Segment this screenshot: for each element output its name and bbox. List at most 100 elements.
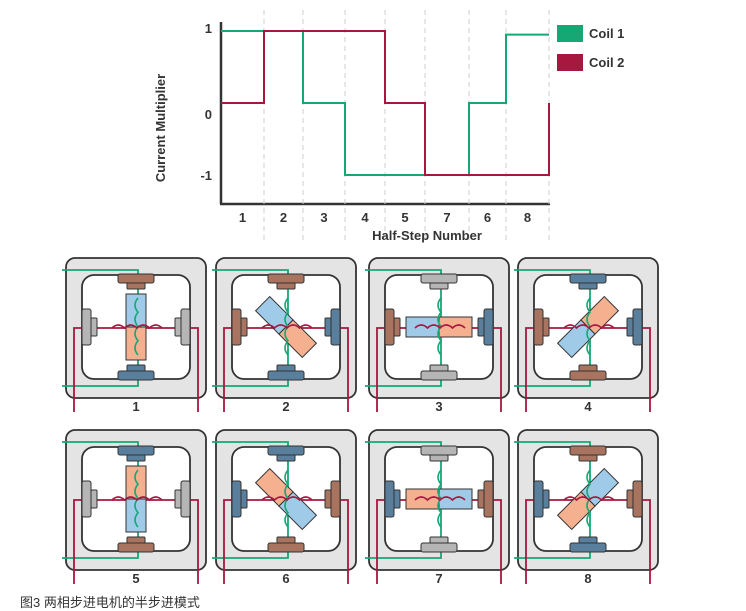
y-tick-label: -1 xyxy=(200,168,212,183)
coil-winding xyxy=(414,324,466,330)
x-tick-label: 4 xyxy=(361,210,369,225)
panel-label: 4 xyxy=(584,399,592,414)
stator-pole xyxy=(420,445,458,462)
pole-tip xyxy=(324,317,332,337)
rotor xyxy=(405,488,473,510)
y-tick-label: 0 xyxy=(205,107,212,122)
pole-tip xyxy=(324,489,332,509)
pole-shoe xyxy=(180,308,191,346)
pole-tip xyxy=(578,282,598,290)
pole-tip xyxy=(276,454,296,462)
series-line-coil-2 xyxy=(221,30,550,176)
legend-swatch xyxy=(557,25,583,42)
x-tick-label: 7 xyxy=(443,210,450,225)
pole-tip xyxy=(393,489,401,509)
pole-tip xyxy=(174,317,182,337)
panel-label: 1 xyxy=(132,399,139,414)
pole-shoe xyxy=(180,480,191,518)
x-tick-label: 2 xyxy=(280,210,287,225)
x-tick-label: 1 xyxy=(239,210,246,225)
pole-tip xyxy=(174,489,182,509)
pole-tip xyxy=(126,364,146,372)
pole-shoe xyxy=(632,480,643,518)
pole-shoe xyxy=(330,308,341,346)
pole-shoe xyxy=(384,480,395,518)
pole-shoe xyxy=(81,308,92,346)
rotor-orange-end xyxy=(438,316,473,338)
stator-pole xyxy=(384,308,401,346)
y-tick-label: 1 xyxy=(205,21,212,36)
pole-tip xyxy=(429,536,449,544)
coil-winding xyxy=(111,324,163,330)
pole-tip xyxy=(90,489,98,509)
coil-winding xyxy=(111,496,163,502)
panel-label: 2 xyxy=(282,399,289,414)
panel-label: 7 xyxy=(435,571,442,586)
pole-tip xyxy=(578,364,598,372)
pole-tip xyxy=(429,282,449,290)
stator-pole xyxy=(384,480,401,518)
legend-label: Coil 1 xyxy=(589,26,624,41)
stator-pole xyxy=(477,308,494,346)
pole-shoe xyxy=(632,308,643,346)
pole-shoe xyxy=(117,542,155,553)
coil-winding xyxy=(563,324,615,330)
motor-panel-5: 5 xyxy=(62,429,207,586)
motor-panel-8: 8 xyxy=(514,429,659,586)
pole-shoe xyxy=(483,480,494,518)
pole-shoe xyxy=(569,273,607,284)
pole-tip xyxy=(126,536,146,544)
pole-tip xyxy=(542,489,550,509)
stator-pole xyxy=(626,480,643,518)
motor-panel-3: 3 xyxy=(365,257,510,414)
stator-pole xyxy=(324,308,341,346)
stator-pole xyxy=(626,308,643,346)
stator-pole xyxy=(117,364,155,381)
stator-pole xyxy=(569,445,607,462)
pole-tip xyxy=(542,317,550,337)
pole-tip xyxy=(126,282,146,290)
panel-label: 3 xyxy=(435,399,442,414)
stator-pole xyxy=(533,480,550,518)
stator-pole xyxy=(117,273,155,290)
pole-tip xyxy=(578,536,598,544)
stator-pole xyxy=(267,445,305,462)
stator-pole xyxy=(569,273,607,290)
x-tick-label: 3 xyxy=(320,210,327,225)
stator-pole xyxy=(477,480,494,518)
pole-tip xyxy=(276,282,296,290)
legend-label: Coil 2 xyxy=(589,55,624,70)
x-tick-label: 5 xyxy=(401,210,408,225)
pole-shoe xyxy=(384,308,395,346)
stator-pole xyxy=(81,480,98,518)
panel-label: 6 xyxy=(282,571,289,586)
pole-shoe xyxy=(231,480,242,518)
pole-shoe xyxy=(117,370,155,381)
stator-pole xyxy=(81,308,98,346)
pole-tip xyxy=(477,317,485,337)
legend-swatch xyxy=(557,54,583,71)
pole-tip xyxy=(429,454,449,462)
stator-pole xyxy=(117,445,155,462)
pole-tip xyxy=(578,454,598,462)
pole-shoe xyxy=(117,445,155,456)
pole-tip xyxy=(240,489,248,509)
y-axis-label: Current Multiplier xyxy=(153,74,168,182)
pole-shoe xyxy=(569,445,607,456)
stator-pole xyxy=(231,480,248,518)
coil-winding xyxy=(261,496,313,502)
motor-panel-7: 7 xyxy=(365,429,510,586)
pole-shoe xyxy=(420,370,458,381)
pole-tip xyxy=(626,489,634,509)
stator-pole xyxy=(174,480,191,518)
x-axis-label: Half-Step Number xyxy=(372,228,482,243)
figure-caption: 图3 两相步进电机的半步进模式 xyxy=(20,595,200,610)
pole-tip xyxy=(126,454,146,462)
motor-panel-2: 2 xyxy=(212,257,357,414)
pole-shoe xyxy=(420,445,458,456)
pole-shoe xyxy=(267,273,305,284)
pole-shoe xyxy=(420,273,458,284)
motor-panel-6: 6 xyxy=(212,429,357,586)
coil-winding xyxy=(414,496,466,502)
